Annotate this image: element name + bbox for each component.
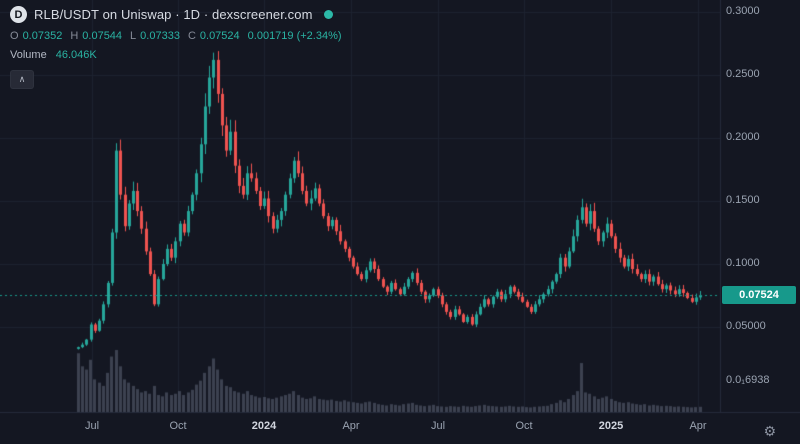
- settings-gear-icon[interactable]: ⚙: [763, 423, 776, 439]
- open-label: O: [10, 30, 19, 42]
- change-value: 0.001719 (+2.34%): [247, 30, 342, 42]
- volume-label: Volume: [10, 49, 47, 61]
- pair-row: D RLB/USDT on Uniswap · 1D · dexscreener…: [10, 6, 346, 23]
- price-tick-label: 0.3000: [726, 5, 760, 17]
- price-tick-label: 0.1000: [726, 257, 760, 269]
- time-tick-label: Apr: [689, 420, 707, 432]
- time-tick-label: 2024: [251, 420, 277, 432]
- chart-legend: D RLB/USDT on Uniswap · 1D · dexscreener…: [10, 6, 346, 89]
- time-tick-label: Jul: [84, 420, 100, 432]
- open-value: 0.07352: [22, 30, 63, 42]
- ohlc-row: O 0.07352 H 0.07544 L 0.07333 C 0.07524 0.00…: [10, 30, 346, 42]
- high-value: 0.07544: [82, 30, 123, 42]
- volume-row: Volume 46.046K: [10, 49, 346, 61]
- price-tick-label: 0.05000: [726, 320, 766, 332]
- low-label: L: [130, 30, 137, 42]
- live-status-icon: [323, 10, 333, 19]
- time-tick-label: Oct: [169, 420, 187, 432]
- volume-value: 46.046K: [55, 49, 97, 61]
- close-label: C: [187, 30, 196, 42]
- price-tick-label: 0.1500: [726, 194, 760, 206]
- time-tick-label: Apr: [342, 420, 360, 432]
- dexscreener-logo-icon: D: [10, 6, 27, 23]
- chevron-up-icon: ∧: [18, 74, 26, 84]
- high-label: H: [70, 30, 79, 42]
- time-tick-label: Jul: [430, 420, 446, 432]
- price-tick-label: 0.2500: [726, 68, 760, 80]
- low-value: 0.07333: [140, 30, 180, 42]
- price-tick-label: 0.0₁6938: [726, 374, 770, 387]
- pair-title-link[interactable]: RLB/USDT on Uniswap · 1D · dexscreener.c…: [34, 7, 313, 22]
- last-price-badge: 0.07524: [722, 286, 796, 305]
- collapse-legend-button[interactable]: ∧: [10, 70, 34, 89]
- price-tick-label: 0.2000: [726, 131, 760, 143]
- time-tick-label: Oct: [515, 420, 533, 432]
- close-value: 0.07524: [199, 30, 240, 42]
- time-tick-label: 2025: [598, 420, 624, 432]
